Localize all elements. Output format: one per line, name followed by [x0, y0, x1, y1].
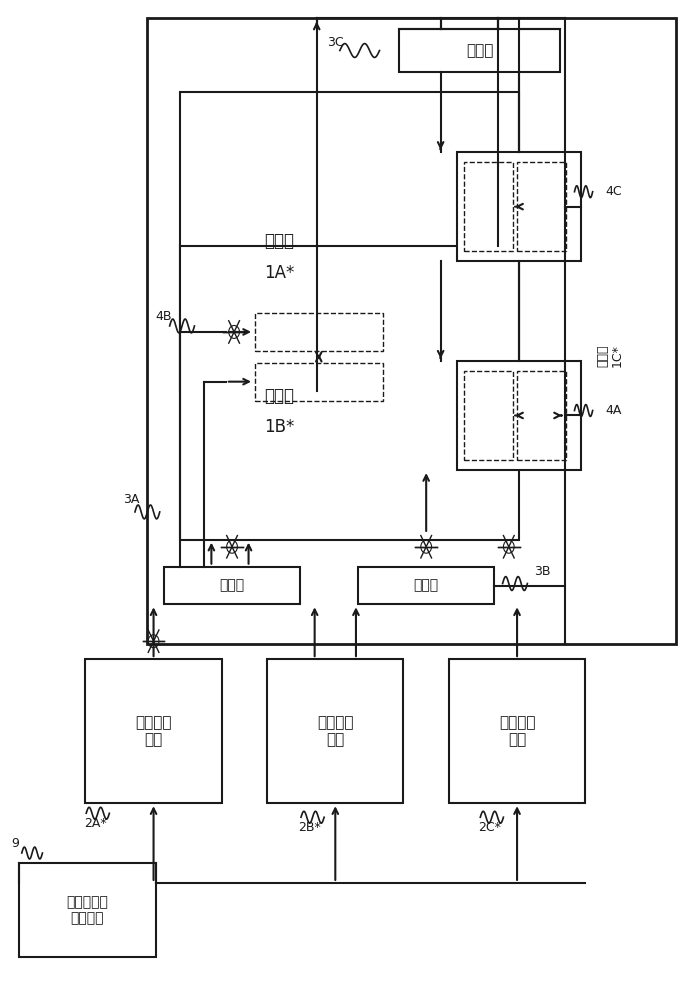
Text: 功率域: 功率域 — [264, 232, 294, 250]
Text: 组合器: 组合器 — [414, 579, 438, 593]
Text: 4B: 4B — [156, 310, 172, 323]
Text: 3C: 3C — [326, 36, 343, 49]
Text: 4C: 4C — [606, 185, 622, 198]
Bar — [516, 162, 566, 251]
Text: 4A: 4A — [606, 404, 622, 417]
Text: 功率控制
设备: 功率控制 设备 — [135, 715, 172, 747]
Text: 功率域: 功率域 — [264, 387, 294, 405]
Bar — [180, 246, 519, 540]
Bar — [148, 18, 676, 644]
Text: 3B: 3B — [534, 565, 550, 578]
Bar — [464, 371, 514, 460]
Bar — [457, 361, 581, 470]
Text: 1B*: 1B* — [264, 418, 295, 436]
Text: 功率控制
设备: 功率控制 设备 — [499, 715, 535, 747]
Text: 9: 9 — [11, 837, 19, 850]
Bar — [400, 29, 561, 72]
Text: 2B*: 2B* — [298, 821, 321, 834]
Text: 1A*: 1A* — [264, 264, 295, 282]
Bar — [164, 567, 301, 604]
Text: 2A*: 2A* — [84, 817, 107, 830]
Bar — [19, 863, 156, 957]
Bar — [180, 92, 519, 391]
Bar — [85, 659, 222, 803]
Bar — [267, 659, 404, 803]
Text: 2C*: 2C* — [478, 821, 501, 834]
Bar — [449, 659, 585, 803]
Bar — [464, 162, 514, 251]
Bar — [358, 567, 494, 604]
Bar — [255, 313, 382, 351]
Text: 组合器: 组合器 — [219, 579, 245, 593]
Text: 组合器: 组合器 — [466, 43, 494, 58]
Text: 3A: 3A — [123, 493, 139, 506]
Text: 功率控制
设备: 功率控制 设备 — [317, 715, 354, 747]
Bar — [457, 152, 581, 261]
Text: 功率控制器
微控制器: 功率控制器 微控制器 — [66, 895, 109, 925]
Text: 控制器
1C*: 控制器 1C* — [596, 344, 624, 367]
Bar — [516, 371, 566, 460]
Bar — [255, 363, 382, 401]
